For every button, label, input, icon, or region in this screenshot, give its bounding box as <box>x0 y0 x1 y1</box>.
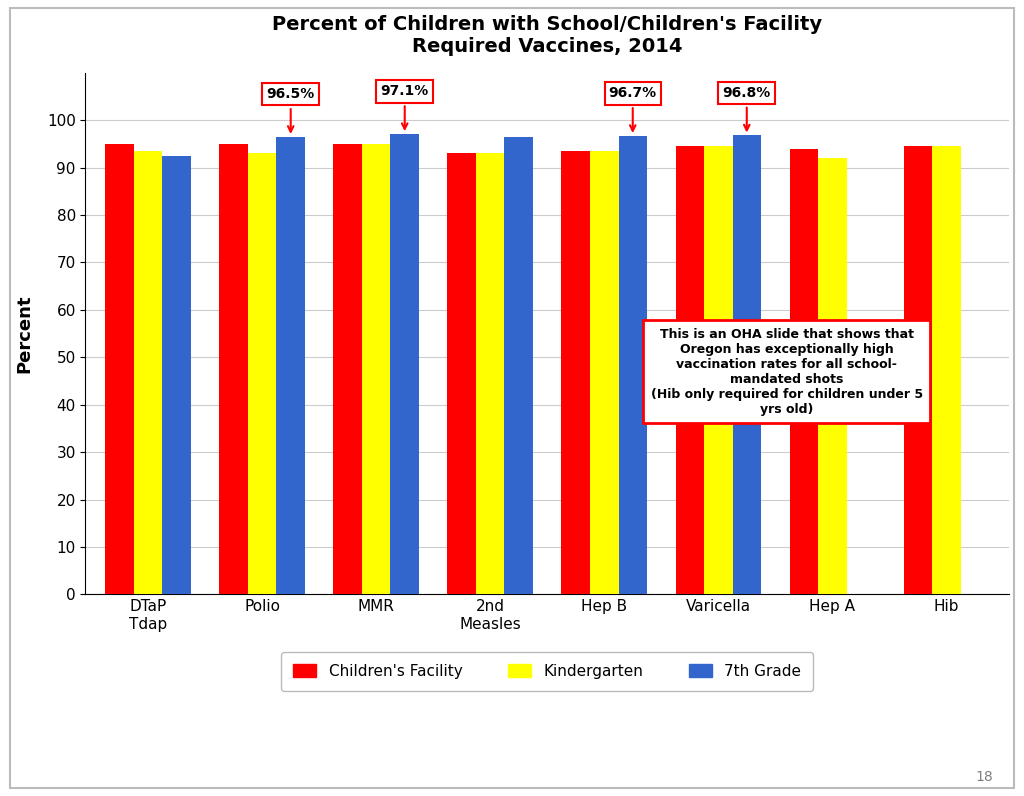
Text: 18: 18 <box>976 770 993 784</box>
Bar <box>705 146 732 595</box>
Legend: Children's Facility, Kindergarten, 7th Grade: Children's Facility, Kindergarten, 7th G… <box>282 652 813 691</box>
Text: 96.7%: 96.7% <box>608 86 656 131</box>
Bar <box>390 134 419 595</box>
Y-axis label: Percent: Percent <box>15 295 33 373</box>
Bar <box>219 144 248 595</box>
Bar <box>732 135 761 595</box>
Bar <box>361 144 390 595</box>
Text: This is an OHA slide that shows that
Oregon has exceptionally high
vaccination r: This is an OHA slide that shows that Ore… <box>650 328 923 416</box>
Bar <box>818 158 847 595</box>
Bar <box>790 149 818 595</box>
Bar <box>676 146 705 595</box>
Bar <box>334 144 361 595</box>
Bar <box>248 154 276 595</box>
Title: Percent of Children with School/Children's Facility
Required Vaccines, 2014: Percent of Children with School/Children… <box>272 15 822 56</box>
Text: 96.5%: 96.5% <box>266 88 314 131</box>
Text: 97.1%: 97.1% <box>381 84 429 129</box>
Bar <box>163 156 190 595</box>
Bar <box>134 151 163 595</box>
Bar <box>618 136 647 595</box>
Bar <box>505 137 532 595</box>
Bar <box>561 151 590 595</box>
Bar <box>105 144 134 595</box>
Bar <box>590 151 618 595</box>
Bar <box>932 146 961 595</box>
Bar <box>276 137 305 595</box>
Bar <box>903 146 932 595</box>
Bar <box>476 154 505 595</box>
Text: 96.8%: 96.8% <box>723 86 771 131</box>
Bar <box>447 154 476 595</box>
